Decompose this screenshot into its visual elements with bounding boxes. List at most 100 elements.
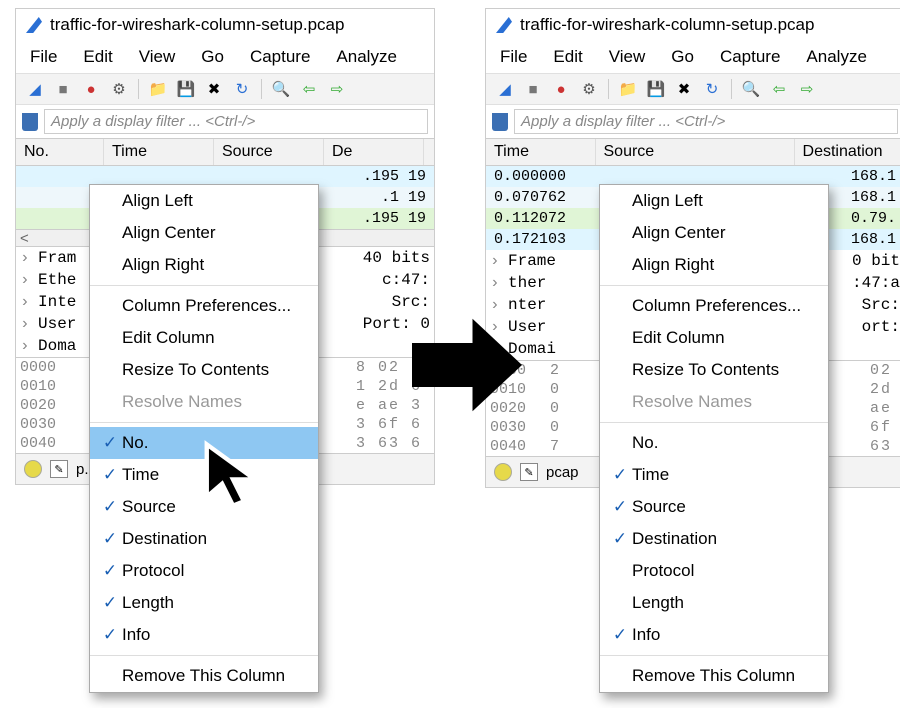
- filter-bar: Apply a display filter ... <Ctrl-/>: [486, 105, 900, 138]
- menu-item-protocol[interactable]: ✓Protocol: [90, 555, 318, 587]
- menu-go[interactable]: Go: [671, 47, 694, 67]
- stop-icon[interactable]: ■: [52, 78, 74, 100]
- right-icon[interactable]: ⇨: [796, 78, 818, 100]
- packet-list-header[interactable]: TimeSourceDestination: [486, 138, 900, 166]
- menu-item-align-right[interactable]: Align Right: [600, 249, 828, 281]
- menu-item-info[interactable]: ✓Info: [90, 619, 318, 651]
- edit-icon[interactable]: ✎: [520, 463, 538, 481]
- menu-item-destination[interactable]: ✓Destination: [90, 523, 318, 555]
- menu-go[interactable]: Go: [201, 47, 224, 67]
- menu-item-align-left[interactable]: Align Left: [90, 185, 318, 217]
- bookmark-icon[interactable]: [22, 113, 38, 131]
- save-icon[interactable]: 💾: [645, 78, 667, 100]
- edit-icon[interactable]: ✎: [50, 460, 68, 478]
- menu-item-label: Remove This Column: [632, 666, 795, 686]
- menu-view[interactable]: View: [609, 47, 646, 67]
- menu-item-column-preferences-[interactable]: Column Preferences...: [600, 290, 828, 322]
- column-header[interactable]: De: [324, 139, 424, 165]
- menu-item-info[interactable]: ✓Info: [600, 619, 828, 651]
- menu-item-label: Column Preferences...: [122, 296, 291, 316]
- save-icon[interactable]: 💾: [175, 78, 197, 100]
- menu-view[interactable]: View: [139, 47, 176, 67]
- menu-item-align-right[interactable]: Align Right: [90, 249, 318, 281]
- column-header[interactable]: Source: [596, 139, 795, 165]
- menu-item-label: Align Left: [632, 191, 703, 211]
- column-header[interactable]: Destination: [795, 139, 900, 165]
- menu-item-label: Destination: [632, 529, 717, 549]
- toolbar: ◢ ■ ● ⚙ 📁 💾 ✖ ↻ 🔍 ⇦ ⇨: [16, 73, 434, 105]
- menu-item-remove-this-column[interactable]: Remove This Column: [600, 660, 828, 692]
- left-icon[interactable]: ⇦: [298, 78, 320, 100]
- close-icon[interactable]: ✖: [203, 78, 225, 100]
- left-icon[interactable]: ⇦: [768, 78, 790, 100]
- menu-analyze[interactable]: Analyze: [336, 47, 396, 67]
- menu-item-length[interactable]: Length: [600, 587, 828, 619]
- window-title: traffic-for-wireshark-column-setup.pcap: [520, 15, 814, 35]
- menu-file[interactable]: File: [500, 47, 527, 67]
- dot-icon[interactable]: ●: [80, 78, 102, 100]
- display-filter-input[interactable]: Apply a display filter ... <Ctrl-/>: [44, 109, 428, 134]
- menu-edit[interactable]: Edit: [553, 47, 582, 67]
- menu-analyze[interactable]: Analyze: [806, 47, 866, 67]
- column-header[interactable]: Time: [486, 139, 596, 165]
- packet-list-header[interactable]: No.TimeSourceDe: [16, 138, 434, 166]
- gear-icon[interactable]: ⚙: [108, 78, 130, 100]
- expert-led-icon[interactable]: [24, 460, 42, 478]
- expert-led-icon[interactable]: [494, 463, 512, 481]
- search-icon[interactable]: 🔍: [270, 78, 292, 100]
- menu-item-label: Edit Column: [632, 328, 725, 348]
- menu-item-protocol[interactable]: Protocol: [600, 555, 828, 587]
- stop-icon[interactable]: ■: [522, 78, 544, 100]
- gear-icon[interactable]: ⚙: [578, 78, 600, 100]
- menu-item-remove-this-column[interactable]: Remove This Column: [90, 660, 318, 692]
- menu-item-align-center[interactable]: Align Center: [90, 217, 318, 249]
- menu-file[interactable]: File: [30, 47, 57, 67]
- check-icon: ✓: [98, 497, 122, 517]
- menu-item-source[interactable]: ✓Source: [600, 491, 828, 523]
- wireshark-logo-icon: [26, 17, 42, 33]
- menu-item-destination[interactable]: ✓Destination: [600, 523, 828, 555]
- column-context-menu[interactable]: Align Left Align Center Align Right Column …: [89, 184, 319, 693]
- check-icon: ✓: [98, 529, 122, 549]
- menu-item-column-preferences-[interactable]: Column Preferences...: [90, 290, 318, 322]
- menu-item-label: No.: [122, 433, 148, 453]
- menu-item-resize-to-contents[interactable]: Resize To Contents: [600, 354, 828, 386]
- display-filter-input[interactable]: Apply a display filter ... <Ctrl-/>: [514, 109, 898, 134]
- close-icon[interactable]: ✖: [673, 78, 695, 100]
- menu-item-edit-column[interactable]: Edit Column: [600, 322, 828, 354]
- menu-item-edit-column[interactable]: Edit Column: [90, 322, 318, 354]
- column-context-menu[interactable]: Align Left Align CenterAlign Right Column …: [599, 184, 829, 693]
- folder-icon[interactable]: 📁: [147, 78, 169, 100]
- menu-item-length[interactable]: ✓Length: [90, 587, 318, 619]
- check-icon: ✓: [608, 529, 632, 549]
- menu-item-label: Source: [632, 497, 686, 517]
- menu-capture[interactable]: Capture: [720, 47, 780, 67]
- menu-item-time[interactable]: ✓Time: [600, 459, 828, 491]
- menu-item-label: Align Center: [122, 223, 216, 243]
- menu-item-align-center[interactable]: Align Center: [600, 217, 828, 249]
- check-icon: ✓: [98, 593, 122, 613]
- fin-icon[interactable]: ◢: [494, 78, 516, 100]
- menu-item-align-left[interactable]: Align Left: [600, 185, 828, 217]
- column-header[interactable]: Time: [104, 139, 214, 165]
- search-icon[interactable]: 🔍: [740, 78, 762, 100]
- right-icon[interactable]: ⇨: [326, 78, 348, 100]
- menu-item-label: No.: [632, 433, 658, 453]
- menu-capture[interactable]: Capture: [250, 47, 310, 67]
- check-icon: ✓: [98, 561, 122, 581]
- fin-icon[interactable]: ◢: [24, 78, 46, 100]
- bookmark-icon[interactable]: [492, 113, 508, 131]
- dot-icon[interactable]: ●: [550, 78, 572, 100]
- toolbar: ◢ ■ ● ⚙ 📁 💾 ✖ ↻ 🔍 ⇦ ⇨: [486, 73, 900, 105]
- menu-item-label: Protocol: [122, 561, 184, 581]
- menu-item-resize-to-contents[interactable]: Resize To Contents: [90, 354, 318, 386]
- column-header[interactable]: No.: [16, 139, 104, 165]
- folder-icon[interactable]: 📁: [617, 78, 639, 100]
- menu-edit[interactable]: Edit: [83, 47, 112, 67]
- check-icon: ✓: [608, 497, 632, 517]
- menu-item-no-[interactable]: No.: [600, 427, 828, 459]
- reload-icon[interactable]: ↻: [231, 78, 253, 100]
- column-header[interactable]: Source: [214, 139, 324, 165]
- check-icon: ✓: [98, 625, 122, 645]
- reload-icon[interactable]: ↻: [701, 78, 723, 100]
